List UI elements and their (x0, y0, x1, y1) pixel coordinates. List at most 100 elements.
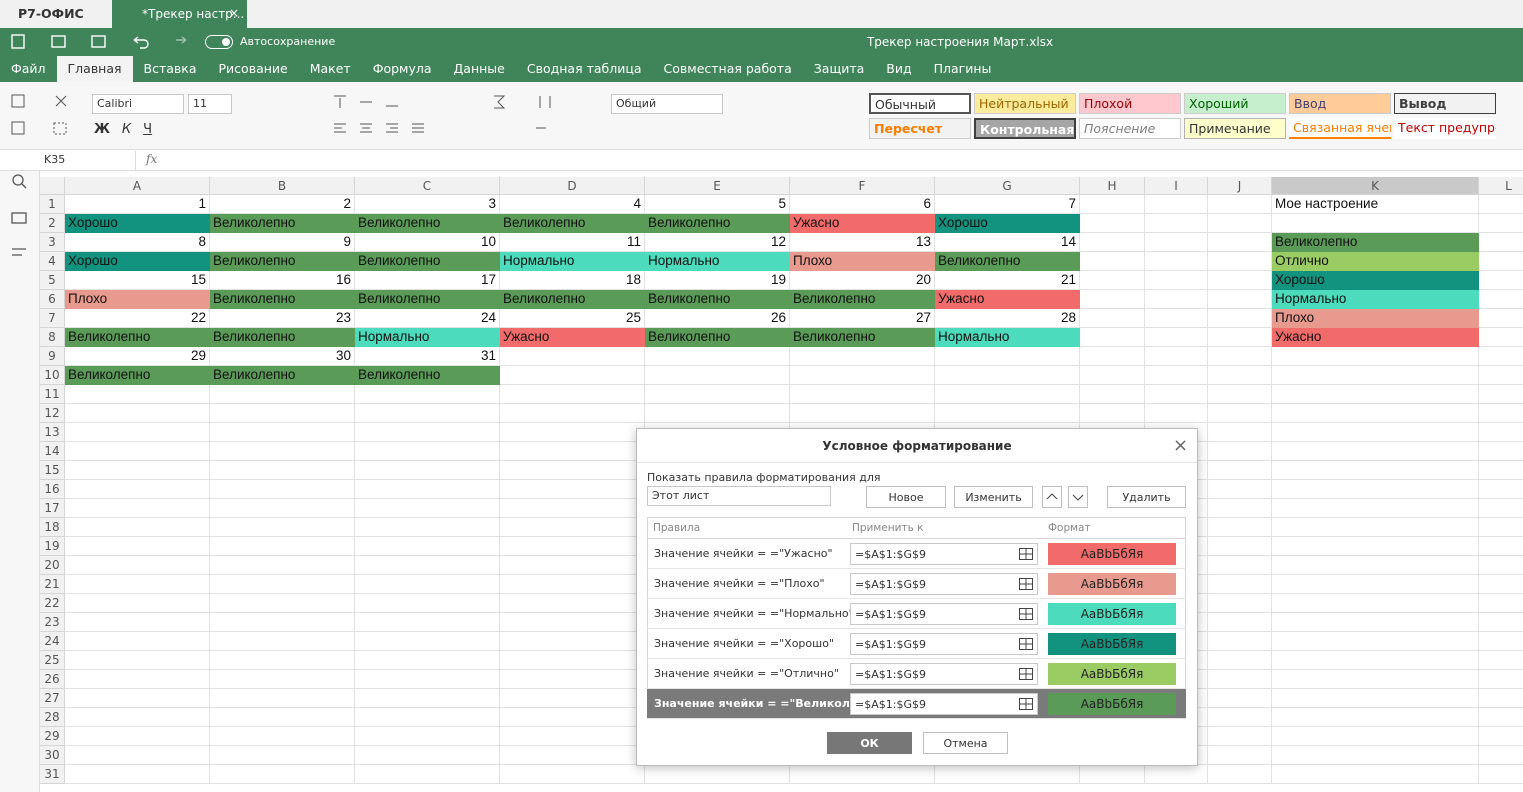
row-header[interactable]: 18 (40, 518, 65, 537)
cell[interactable] (1208, 366, 1272, 385)
row-header[interactable]: 28 (40, 708, 65, 727)
cell[interactable] (65, 594, 210, 613)
cell[interactable] (1145, 195, 1208, 214)
cell[interactable]: 6 (790, 195, 935, 214)
row-header[interactable]: 15 (40, 461, 65, 480)
cell[interactable] (355, 594, 500, 613)
cell[interactable] (500, 537, 645, 556)
alignment-icons[interactable] (330, 92, 600, 140)
cell[interactable]: Хорошо (65, 214, 210, 233)
rule-row[interactable]: Значение ячейки = ="Великолепно"=$A$1:$G… (647, 689, 1186, 719)
cell[interactable]: 5 (645, 195, 790, 214)
cell[interactable] (1208, 480, 1272, 499)
cell[interactable] (790, 765, 935, 784)
cell[interactable] (1479, 214, 1523, 233)
cell[interactable] (1208, 518, 1272, 537)
cell[interactable] (1272, 404, 1479, 423)
cell[interactable] (1272, 689, 1479, 708)
cell[interactable]: Великолепно (65, 366, 210, 385)
cell[interactable] (355, 499, 500, 518)
cell[interactable] (645, 404, 790, 423)
format-button[interactable]: Ч (143, 122, 152, 137)
cell[interactable] (1208, 727, 1272, 746)
cell[interactable] (935, 765, 1080, 784)
menu-tab[interactable]: Макет (299, 56, 362, 82)
cell[interactable] (1479, 404, 1523, 423)
cell[interactable] (1479, 727, 1523, 746)
cell[interactable] (500, 404, 645, 423)
cell[interactable] (1479, 765, 1523, 784)
cell[interactable] (355, 746, 500, 765)
cell[interactable] (1145, 765, 1208, 784)
rule-row[interactable]: Значение ячейки = ="Хорошо"=$A$1:$G$9AaB… (647, 629, 1186, 659)
cell[interactable] (1479, 423, 1523, 442)
rule-row[interactable]: Значение ячейки = ="Отлично"=$A$1:$G$9Aa… (647, 659, 1186, 689)
column-header[interactable]: I (1145, 177, 1208, 195)
cell[interactable]: Великолепно (1272, 233, 1479, 252)
cell[interactable] (1080, 233, 1145, 252)
menu-tab[interactable]: Защита (803, 56, 876, 82)
cell[interactable] (1145, 252, 1208, 271)
cell[interactable] (65, 461, 210, 480)
move-down-button[interactable] (1068, 486, 1088, 508)
cell[interactable] (935, 404, 1080, 423)
column-header[interactable]: K (1272, 177, 1479, 195)
cell[interactable]: Великолепно (355, 252, 500, 271)
range-input[interactable]: =$A$1:$G$9 (850, 543, 1038, 565)
column-header[interactable]: A (65, 177, 210, 195)
cell[interactable] (1272, 556, 1479, 575)
cell[interactable] (1272, 347, 1479, 366)
cell[interactable] (210, 518, 355, 537)
cell[interactable]: 13 (790, 233, 935, 252)
cell-style[interactable]: Плохой (1079, 93, 1181, 114)
cell[interactable]: Великолепно (210, 366, 355, 385)
cell[interactable] (355, 765, 500, 784)
number-format[interactable]: Общий (611, 94, 723, 114)
cell[interactable] (1080, 328, 1145, 347)
clipboard-icons[interactable] (10, 92, 70, 140)
cell[interactable] (355, 575, 500, 594)
cell[interactable] (210, 442, 355, 461)
font-size[interactable]: 11 (188, 94, 232, 114)
cell[interactable] (65, 556, 210, 575)
cell[interactable] (355, 670, 500, 689)
cell[interactable]: 20 (790, 271, 935, 290)
cell[interactable] (1208, 214, 1272, 233)
row-header[interactable]: 16 (40, 480, 65, 499)
cell[interactable]: 18 (500, 271, 645, 290)
cell[interactable]: Великолепно (210, 252, 355, 271)
cell[interactable]: Нормально (1272, 290, 1479, 309)
row-header[interactable]: 22 (40, 594, 65, 613)
cell[interactable]: Нормально (935, 328, 1080, 347)
range-input[interactable]: =$A$1:$G$9 (850, 693, 1038, 715)
cell[interactable] (1080, 309, 1145, 328)
row-header[interactable]: 1 (40, 195, 65, 214)
cell[interactable] (210, 480, 355, 499)
cell[interactable] (210, 765, 355, 784)
cell-style[interactable]: Хороший (1184, 93, 1286, 114)
cell-style[interactable]: Контрольная я (974, 118, 1076, 139)
row-header[interactable]: 9 (40, 347, 65, 366)
menu-tab[interactable]: Главная (57, 56, 133, 82)
cell[interactable] (500, 423, 645, 442)
cell[interactable]: Ужасно (500, 328, 645, 347)
cell[interactable] (1272, 442, 1479, 461)
cell[interactable] (1208, 423, 1272, 442)
menu-tab[interactable]: Данные (443, 56, 516, 82)
cell[interactable] (210, 556, 355, 575)
range-icon[interactable] (1019, 638, 1033, 650)
cell[interactable] (500, 385, 645, 404)
row-header[interactable]: 10 (40, 366, 65, 385)
cell[interactable] (65, 385, 210, 404)
cell[interactable] (500, 556, 645, 575)
cell[interactable]: 3 (355, 195, 500, 214)
column-header[interactable]: G (935, 177, 1080, 195)
cell[interactable] (1145, 385, 1208, 404)
cell[interactable] (1479, 670, 1523, 689)
cell[interactable]: 2 (210, 195, 355, 214)
cell[interactable]: 14 (935, 233, 1080, 252)
cell[interactable] (1479, 594, 1523, 613)
cell[interactable]: Великолепно (65, 328, 210, 347)
row-header[interactable]: 14 (40, 442, 65, 461)
rule-row[interactable]: Значение ячейки = ="Плохо"=$A$1:$G$9AaBb… (647, 569, 1186, 599)
